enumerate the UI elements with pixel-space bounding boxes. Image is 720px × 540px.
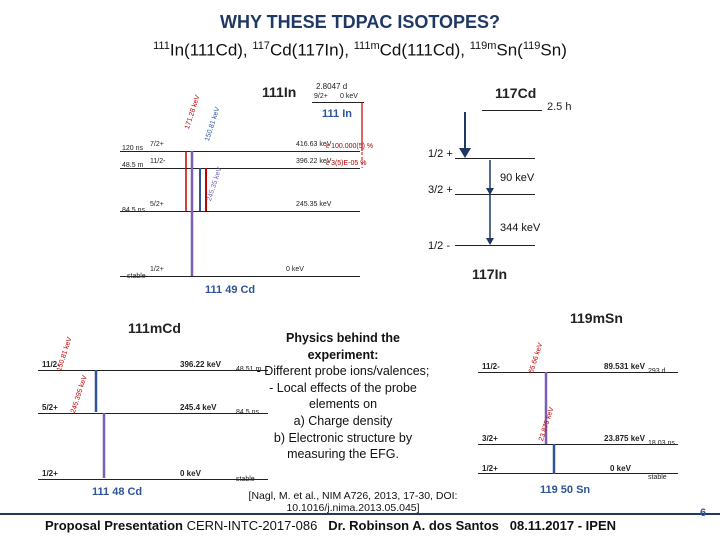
in111-daughter-label: 111 49 Cd [205,284,256,296]
footer-text: Proposal Presentation CERN-INTC-2017-086… [45,518,616,533]
cd111m-energy-0: 0 keV [180,469,201,478]
sn119m-energy-23: 23.875 keV [604,434,645,443]
cd117-energy-344: 344 keV [500,222,541,234]
in111-spin-416: 7/2+ [150,141,164,148]
in111-level-396 [120,168,360,169]
in111-halflife: 2.8047 d [316,82,348,91]
sn119m-spin-23: 3/2+ [482,434,498,443]
in111-feed-396: ε 3(5)E-05 % [326,160,367,167]
in111-energy-0: 0 keV [286,266,304,273]
slide-title: WHY THESE TDPAC ISOTOPES? [219,12,501,32]
cd111m-gamma-150: 150.81 keV [56,336,74,373]
cd111m-energy-245: 245.4 keV [180,403,217,412]
sn119m-level-0 [478,473,678,474]
cd111m-spin-0: 1/2+ [42,469,58,478]
footer-divider [0,513,720,515]
page-number: 6 [700,507,707,519]
cd111m-spin-396: 11/2- [42,360,60,369]
in111-level-245 [120,211,360,212]
cd117-gamma-arrows [486,160,494,245]
in111-ground-spin: 9/2+ [314,93,328,100]
physics-notes: Physics behind the experiment: - Differe… [238,330,448,463]
cd117-spin-1: 1/2 + [428,148,453,160]
cd117-spin-3: 1/2 - [428,240,451,252]
cd117-beta-arrow [459,112,471,158]
cd117-parent-level [482,110,542,111]
sn119m-energy-0: 0 keV [610,464,631,473]
physics-line-2: - Local effects of the probe [269,380,417,395]
in111-life-416: 120 ns [122,145,144,152]
cd111m-level-0 [38,479,268,480]
cd117-level-1 [455,158,535,159]
in111-life-396: 48.5 m [122,162,144,169]
in111-ground-energy: 0 keV [340,93,358,100]
reference-citation: [Nagl, M. et al., NIM A726, 2013, 17-30,… [248,490,458,514]
sn119m-energy-89: 89.531 keV [604,362,645,371]
cd117-energy-90: 90 keV [500,172,535,184]
sn119m-transition-arrows [544,372,556,474]
cd111m-transition-arrows [94,370,106,478]
cd111m-daughter-label: 111 48 Cd [92,486,143,498]
cd111m-gamma-245: 245.395 keV [70,374,89,415]
footer-label: Proposal Presentation [45,518,183,533]
footer-code: CERN-INTC-2017-086 [186,518,318,533]
sn119m-spin-0: 1/2+ [482,464,498,473]
physics-line-4: a) Charge density [293,413,393,428]
physics-heading-1: Physics behind the [286,331,400,345]
cd111m-life-0: stable [236,476,255,483]
cd111m-life-396: 48.51 m [236,366,262,373]
sn119m-life-89: 293 d [648,368,666,375]
sn119m-level-89 [478,372,678,373]
in111-spin-245: 5/2+ [150,201,164,208]
in111-energy-245: 245.35 keV [296,201,332,208]
sn119m-level-23 [478,444,678,445]
cd117-daughter-label: 117In [472,266,508,282]
cd117-level-2 [455,194,535,195]
in111-spin-396: 11/2- [150,158,166,165]
in111-parent-level [312,102,364,103]
cd117-spin-2: 3/2 + [428,184,453,196]
in111-life-245: 84.5 ns [122,207,145,214]
cd117-level-3 [455,245,535,246]
in111-spin-0: 1/2+ [150,266,164,273]
physics-line-3: elements on [308,397,378,412]
sn119m-spin-89: 11/2- [482,362,500,371]
physics-line-1: - Different probe ions/valences; [256,364,430,379]
cd111m-parent-label: 111mCd [128,320,181,336]
in111-transition-arrows [185,102,363,276]
in111-feed-416: ε 100.000(5) % [326,143,374,150]
in111-level-0 [120,276,360,277]
sn119m-life-0: stable [648,474,667,481]
cd111m-spin-245: 5/2+ [42,403,58,412]
in111-life-0: stable [127,273,146,280]
in111-energy-416: 416.63 keV [296,141,332,148]
in111-energy-396: 396.22 keV [296,158,332,165]
footer-date: 08.11.2017 - IPEN [509,518,617,533]
cd111m-level-396 [38,370,268,371]
in111-isotope-tag: 111 In [322,108,352,120]
cd111m-energy-396: 396.22 keV [180,360,221,369]
in111-parent-label: 111In [262,84,297,100]
physics-line-5: b) Electronic structure by [273,430,413,445]
slide-subtitle: 111In(111Cd), 117Cd(117In), 111mCd(111Cd… [153,40,567,60]
sn119m-parent-label: 119mSn [570,310,623,326]
footer-author: Dr. Robinson A. dos Santos [328,518,499,533]
physics-heading-2: experiment: [307,347,379,362]
cd117-halflife: 2.5 h [547,101,572,113]
cd117-parent-label: 117Cd [495,85,537,101]
sn119m-life-23: 18.03 ns [648,440,675,447]
in111-level-416 [120,151,360,152]
physics-line-6: measuring the EFG. [287,447,399,462]
sn119m-daughter-label: 119 50 Sn [540,484,591,496]
cd111m-life-245: 84.5 ns [236,409,259,416]
cd111m-level-245 [38,413,268,414]
